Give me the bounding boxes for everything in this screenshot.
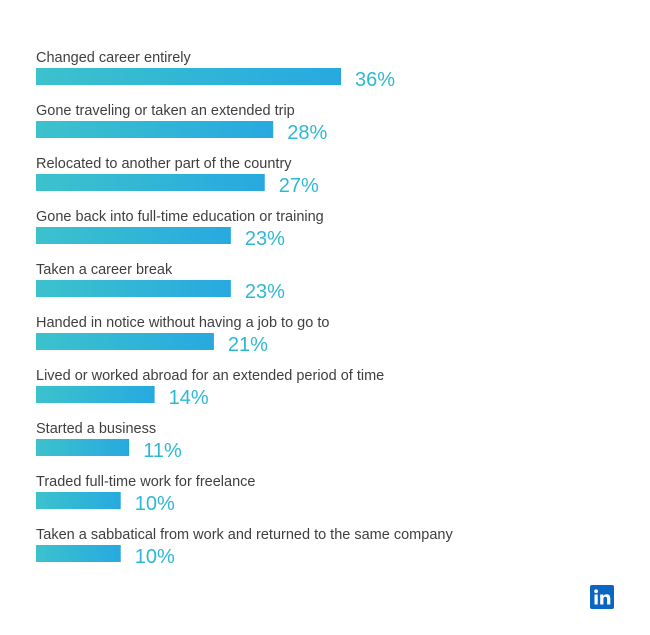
value-label: 23%	[245, 228, 285, 250]
linkedin-logo-icon	[590, 585, 614, 609]
value-label: 21%	[228, 334, 268, 356]
bar	[36, 280, 231, 297]
bar	[36, 174, 265, 191]
value-label: 11%	[143, 440, 182, 462]
category-label: Gone traveling or taken an extended trip	[36, 103, 295, 119]
category-label: Started a business	[36, 421, 156, 437]
category-label: Taken a career break	[36, 262, 173, 278]
bar	[36, 121, 274, 138]
bar	[36, 545, 121, 562]
category-label: Gone back into full-time education or tr…	[36, 209, 324, 225]
bar	[36, 386, 155, 403]
category-label: Lived or worked abroad for an extended p…	[36, 368, 384, 384]
value-label: 23%	[245, 281, 285, 303]
bars-layer: Changed career entirely 36% Gone traveling…	[36, 50, 453, 568]
value-label: 28%	[287, 122, 327, 144]
value-label: 27%	[279, 175, 319, 197]
bar	[36, 492, 121, 509]
category-label: Relocated to another part of the country	[36, 156, 292, 172]
category-label: Taken a sabbatical from work and returne…	[36, 527, 453, 543]
bar	[36, 439, 130, 456]
bar	[36, 227, 231, 244]
bar	[36, 333, 214, 350]
category-label: Handed in notice without having a job to…	[36, 315, 329, 331]
value-label: 10%	[135, 493, 175, 515]
category-label: Changed career entirely	[36, 50, 192, 66]
value-label: 14%	[169, 387, 209, 409]
value-label: 10%	[135, 546, 175, 568]
category-label: Traded full-time work for freelance	[36, 474, 255, 490]
value-label: 36%	[355, 69, 395, 91]
bar	[36, 68, 341, 85]
